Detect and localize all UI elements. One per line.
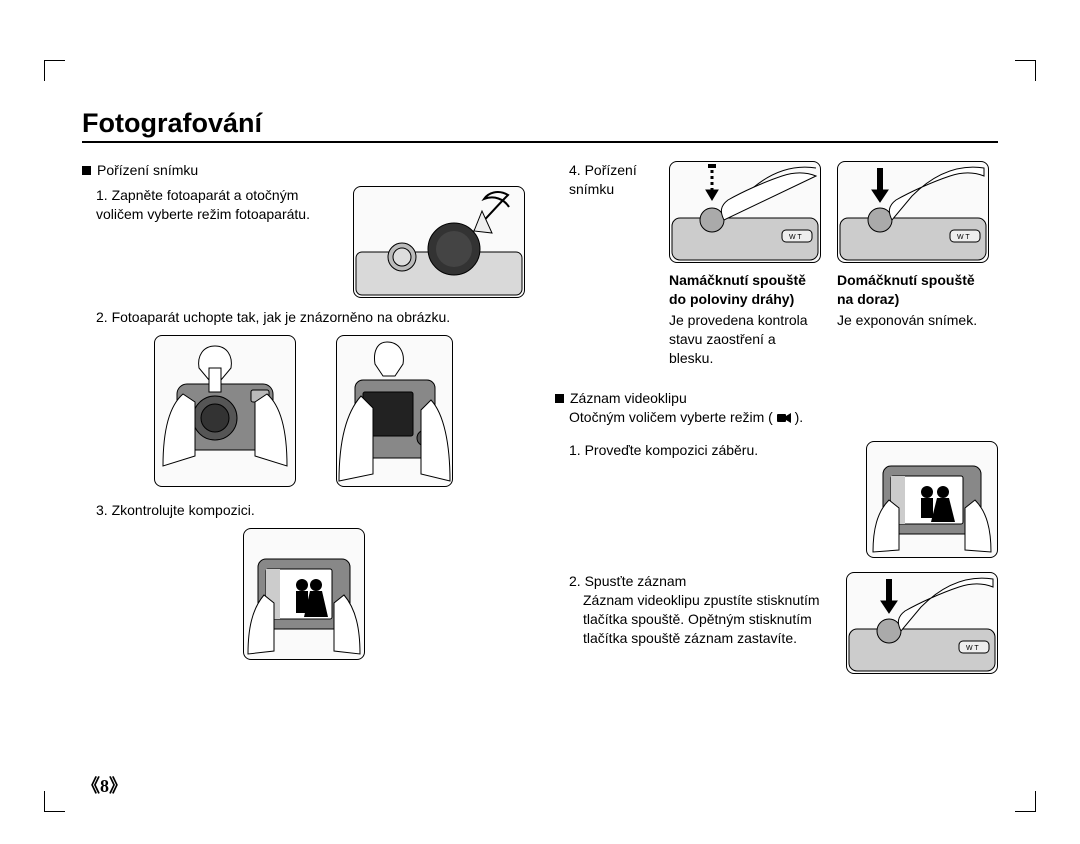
- full-press-title-sub: na doraz): [837, 290, 987, 309]
- illustration-compose: [243, 528, 365, 660]
- page-number: 《8》: [82, 772, 127, 798]
- section-heading-video: Záznam videoklipu: [555, 389, 998, 408]
- crop-mark-br: [1015, 791, 1036, 812]
- shutter-press-pair: W T: [669, 161, 987, 367]
- full-press-title-main: Domáčknutí spouště: [837, 272, 975, 288]
- video-intro-post: ).: [795, 409, 804, 425]
- movie-mode-icon: [777, 412, 791, 424]
- illustration-grip-front: [154, 335, 296, 487]
- video-step-2: 2. Spusťte záznam Záznam videoklipu zpus…: [555, 572, 998, 674]
- step-4-row: 4. Pořízení snímku W T: [555, 161, 998, 367]
- illustration-mode-dial: [353, 186, 525, 298]
- page-number-text: 《8》: [82, 776, 127, 796]
- video-step-2-text: 2. Spusťte záznam Záznam videoklipu zpus…: [569, 572, 822, 648]
- two-column-layout: Pořízení snímku 1. Zapněte fotoaparát a …: [82, 161, 998, 688]
- page-content: Fotografování Pořízení snímku 1. Zapněte…: [82, 108, 998, 808]
- page-title: Fotografování: [82, 108, 998, 143]
- right-column: 4. Pořízení snímku W T: [555, 161, 998, 688]
- illustration-full-press: W T: [837, 161, 989, 263]
- video-heading-text: Záznam videoklipu: [570, 390, 687, 406]
- half-press-title: Namáčknutí spouště do poloviny dráhy): [669, 271, 819, 309]
- step-3-text: 3. Zkontrolujte kompozici.: [96, 501, 525, 520]
- video-step-1: 1. Proveďte kompozici záběru.: [555, 441, 998, 558]
- left-column: Pořízení snímku 1. Zapněte fotoaparát a …: [82, 161, 525, 688]
- svg-text:W T: W T: [789, 234, 802, 241]
- half-press-title-sub: do poloviny dráhy): [669, 290, 819, 309]
- step-2-illustrations: [82, 335, 525, 487]
- video-intro-pre: Otočným voličem vyberte režim (: [569, 409, 773, 425]
- video-step-1-text: 1. Proveďte kompozici záběru.: [569, 441, 842, 460]
- step-4-text: 4. Pořízení snímku: [569, 161, 657, 199]
- full-press-desc: Je exponován snímek.: [837, 311, 987, 330]
- bullet-square-icon: [82, 166, 91, 175]
- half-press-title-main: Namáčknutí spouště: [669, 272, 806, 288]
- crop-mark-tl: [44, 60, 65, 81]
- video-step-2-body: Záznam videoklipu zpustíte stisknutím tl…: [583, 591, 822, 648]
- crop-mark-tr: [1015, 60, 1036, 81]
- section-heading-text: Pořízení snímku: [97, 162, 198, 178]
- crop-mark-bl: [44, 791, 65, 812]
- svg-text:W T: W T: [957, 234, 970, 241]
- illustration-video-compose: [866, 441, 998, 558]
- video-intro-line: Otočným voličem vyberte režim ( ).: [569, 408, 998, 427]
- illustration-video-record: W T: [846, 572, 998, 674]
- step-1: 1. Zapněte fotoaparát a otočným voličem …: [82, 186, 525, 298]
- half-press-block: W T: [669, 161, 819, 367]
- step-2-text: 2. Fotoaparát uchopte tak, jak je znázor…: [96, 308, 525, 327]
- step-1-text: 1. Zapněte fotoaparát a otočným voličem …: [96, 186, 339, 224]
- full-press-title: Domáčknutí spouště na doraz): [837, 271, 987, 309]
- video-step-2-title: 2. Spusťte záznam: [569, 572, 822, 591]
- illustration-grip-back: [336, 335, 453, 487]
- bullet-square-icon: [555, 394, 564, 403]
- svg-text:W T: W T: [966, 645, 979, 652]
- half-press-desc: Je provedena kontrola stavu zaostření a …: [669, 311, 819, 368]
- illustration-half-press: W T: [669, 161, 821, 263]
- section-heading-shoot: Pořízení snímku: [82, 161, 525, 180]
- full-press-block: W T Domáčknutí spouš: [837, 161, 987, 367]
